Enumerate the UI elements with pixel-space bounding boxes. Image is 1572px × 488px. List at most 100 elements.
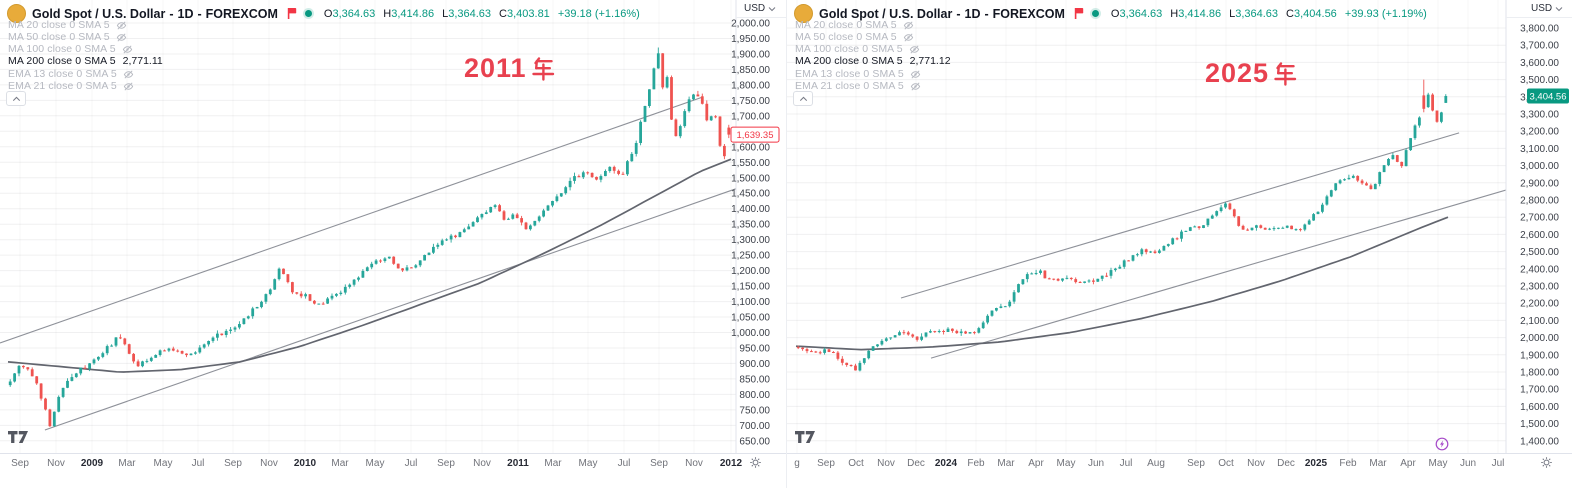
flag-icon[interactable]: [1074, 7, 1085, 20]
indicator-row-ma100[interactable]: MA 100 close 0 SMA 5: [795, 43, 920, 55]
indicator-row-ema21[interactable]: EMA 21 close 0 SMA 5: [8, 80, 134, 92]
indicator-label: EMA 13 close 0 SMA 5: [8, 68, 117, 80]
svg-text:2,000.00: 2,000.00: [731, 19, 770, 30]
collapse-indicators-button[interactable]: [793, 91, 813, 106]
price-axis-labels: 3,800.003,700.003,600.003,500.003,400.00…: [1520, 24, 1559, 448]
year-digits: 2025: [1205, 58, 1270, 88]
market-status-icon[interactable]: [304, 10, 312, 17]
svg-text:Sep: Sep: [1187, 458, 1205, 469]
indicator-label: MA 200 close 0 SMA 5: [8, 55, 116, 67]
tradingview-logo-icon[interactable]: [8, 431, 29, 449]
flag-icon[interactable]: [287, 7, 298, 20]
gold-symbol-icon[interactable]: [794, 4, 813, 23]
indicator-label: MA 100 close 0 SMA 5: [8, 43, 116, 55]
indicator-row-ma20[interactable]: MA 20 close 0 SMA 5: [795, 19, 914, 31]
market-status-icon[interactable]: [1091, 10, 1099, 17]
eye-hidden-icon[interactable]: [123, 81, 134, 92]
indicator-row-ma50[interactable]: MA 50 close 0 SMA 5: [795, 31, 914, 43]
exchange-label: FOREXCOM: [205, 6, 278, 21]
indicator-row-ma200[interactable]: MA 200 close 0 SMA 5 2,771.11: [8, 55, 163, 67]
eye-hidden-icon[interactable]: [116, 32, 127, 43]
eye-hidden-icon[interactable]: [116, 20, 127, 31]
price-axis-currency[interactable]: USD: [1531, 3, 1563, 14]
ohlc-value: 3,364.63: [1235, 7, 1279, 20]
indicator-row-ma20[interactable]: MA 20 close 0 SMA 5: [8, 19, 127, 31]
svg-text:2009: 2009: [81, 458, 104, 469]
svg-text:1,850.00: 1,850.00: [731, 65, 770, 76]
svg-text:Nov: Nov: [1247, 458, 1265, 469]
svg-text:1,100.00: 1,100.00: [731, 297, 770, 308]
svg-text:May: May: [579, 458, 598, 469]
interval-label[interactable]: 1D: [177, 6, 194, 21]
time-axis[interactable]: [0, 454, 786, 488]
timeaxis-settings-gear-icon[interactable]: [749, 456, 762, 469]
svg-text:Sep: Sep: [224, 458, 242, 469]
eye-hidden-icon[interactable]: [903, 20, 914, 31]
price-chart-2011[interactable]: 2,000.00 1,950.00 1,900.00 1,850.00 1,800.00…: [0, 0, 786, 488]
eye-hidden-icon[interactable]: [909, 44, 920, 55]
svg-text:Sep: Sep: [650, 458, 668, 469]
eye-hidden-icon[interactable]: [910, 81, 921, 92]
svg-text:850.00: 850.00: [739, 374, 770, 385]
svg-text:800.00: 800.00: [739, 390, 770, 401]
ohlc-letter: H: [1170, 7, 1179, 20]
indicator-row-ema13[interactable]: EMA 13 close 0 SMA 5: [8, 68, 134, 80]
eye-hidden-icon[interactable]: [910, 69, 921, 80]
eye-hidden-icon[interactable]: [122, 44, 133, 55]
price-chart-2025[interactable]: 3,800.003,700.003,600.003,500.003,400.00…: [787, 0, 1572, 488]
svg-text:1,750.00: 1,750.00: [731, 96, 770, 107]
svg-text:1,200.00: 1,200.00: [731, 266, 770, 277]
indicator-row-ema21[interactable]: EMA 21 close 0 SMA 5: [795, 80, 921, 92]
currency-label: USD: [1531, 3, 1553, 14]
svg-text:May: May: [1057, 458, 1076, 469]
year-label-2025: 2025: [1205, 58, 1298, 89]
svg-text:May: May: [1429, 458, 1448, 469]
svg-text:Jun: Jun: [1088, 458, 1104, 469]
indicator-label: EMA 21 close 0 SMA 5: [795, 80, 904, 92]
eye-hidden-icon[interactable]: [123, 69, 134, 80]
svg-text:Apr: Apr: [1028, 458, 1044, 469]
collapse-indicators-button[interactable]: [6, 91, 26, 106]
title-separator: -: [984, 6, 989, 21]
year-label-2011: 2011: [464, 53, 556, 84]
svg-text:Sep: Sep: [817, 458, 835, 469]
svg-text:Feb: Feb: [967, 458, 985, 469]
indicator-row-ma200[interactable]: MA 200 close 0 SMA 5 2,771.12: [795, 55, 951, 67]
indicator-row-ma100[interactable]: MA 100 close 0 SMA 5: [8, 43, 133, 55]
tradingview-logo-icon[interactable]: [795, 431, 816, 449]
svg-text:1,639.35: 1,639.35: [737, 130, 774, 141]
interval-label[interactable]: 1D: [964, 6, 981, 21]
svg-text:Oct: Oct: [1218, 458, 1234, 469]
price-axis[interactable]: [1506, 0, 1572, 453]
indicator-row-ema13[interactable]: EMA 13 close 0 SMA 5: [795, 68, 921, 80]
svg-text:1,550.00: 1,550.00: [731, 158, 770, 169]
year-digits: 2011: [464, 53, 527, 83]
price-axis[interactable]: [736, 0, 786, 453]
symbol-name: Gold Spot / U.S. Dollar: [819, 6, 953, 21]
time-axis[interactable]: [787, 454, 1572, 488]
candles: [796, 79, 1448, 372]
trend-lines: [900, 132, 1506, 359]
economic-event-lightning-icon[interactable]: [1435, 437, 1449, 451]
svg-text:3,800.00: 3,800.00: [1520, 24, 1559, 35]
ohlc-value: 3,414.86: [1178, 7, 1222, 20]
svg-text:Nov: Nov: [260, 458, 278, 469]
ohlc-value: 3,364.63: [448, 7, 492, 20]
svg-text:2025: 2025: [1305, 458, 1328, 469]
svg-text:2012: 2012: [720, 458, 743, 469]
symbol-title[interactable]: Gold Spot / U.S. Dollar -1D - FOREXCOM: [819, 7, 1065, 21]
indicator-row-ma50[interactable]: MA 50 close 0 SMA 5: [8, 31, 127, 43]
svg-text:Jul: Jul: [618, 458, 631, 469]
gold-symbol-icon[interactable]: [7, 4, 26, 23]
timeaxis-settings-gear-icon[interactable]: [1540, 456, 1553, 469]
ohlc-letter: C: [1286, 7, 1294, 20]
eye-hidden-icon[interactable]: [903, 32, 914, 43]
price-axis-currency[interactable]: USD: [744, 3, 776, 14]
svg-text:Jul: Jul: [192, 458, 205, 469]
svg-text:700.00: 700.00: [739, 421, 770, 432]
change-value: +39.18 (+1.16%): [557, 7, 640, 20]
svg-text:Mar: Mar: [118, 458, 136, 469]
symbol-title[interactable]: Gold Spot / U.S. Dollar -1D - FOREXCOM: [32, 7, 278, 21]
svg-text:1,450.00: 1,450.00: [731, 189, 770, 200]
svg-text:1,500.00: 1,500.00: [1520, 419, 1559, 430]
